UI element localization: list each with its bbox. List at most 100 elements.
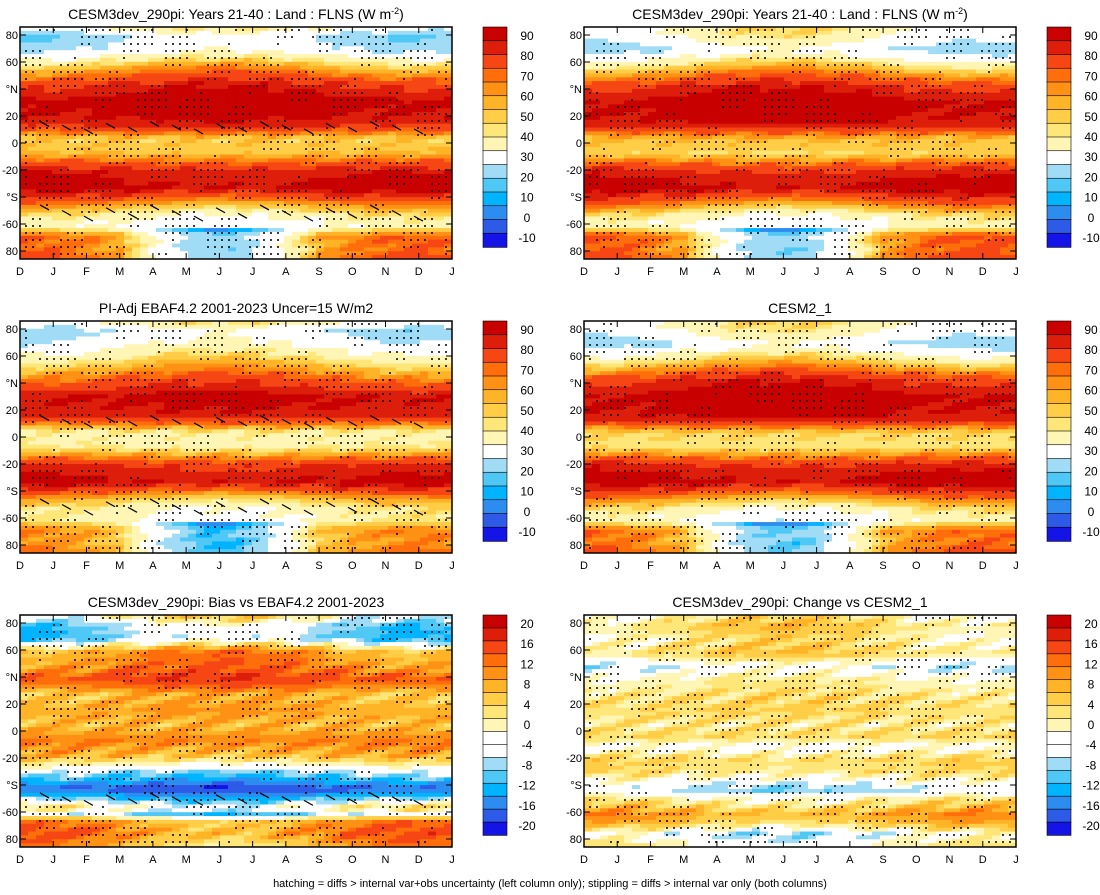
colorbar-label: -16 [518, 799, 536, 813]
x-tick-label: J [814, 560, 820, 572]
colorbar-swatch [1046, 416, 1072, 432]
colorbar-swatch [482, 666, 508, 681]
y-tick-label: 80 [6, 324, 18, 336]
chart-title: CESM3dev_290pi: Years 21-40 : Land : FLN… [68, 6, 404, 22]
x-tick-label: N [382, 854, 390, 866]
colorbar-swatch [1046, 232, 1072, 248]
colorbar-swatch [1046, 627, 1072, 642]
colorbar-label: 0 [524, 718, 531, 732]
colorbar-swatch [482, 136, 508, 152]
colorbar-swatch [482, 232, 508, 248]
colorbar-label: 20 [520, 617, 534, 631]
x-tick-label: N [946, 854, 954, 866]
y-tick-label: °N [6, 378, 18, 390]
colorbar-swatch [1046, 757, 1072, 771]
colorbar-swatch [1046, 808, 1072, 823]
colorbar-swatch [482, 416, 508, 432]
x-tick-label: A [846, 266, 854, 278]
colorbar-label: -4 [1086, 738, 1097, 752]
x-tick-label: D [415, 266, 423, 278]
y-tick-label: °S [570, 192, 582, 204]
colorbar-label: 60 [1084, 90, 1098, 104]
colorbar-label: 40 [1084, 130, 1098, 144]
colorbar-label: 60 [1084, 384, 1098, 398]
y-tick-label: -60 [2, 219, 18, 231]
x-tick-label: M [182, 854, 191, 866]
colorbar-label: 30 [1084, 444, 1098, 458]
colorbar-swatch [482, 513, 508, 528]
x-tick-label: S [879, 854, 886, 866]
chart-title: CESM2_1 [768, 300, 832, 316]
colorbar-swatch [1046, 679, 1072, 694]
y-tick-label: 60 [570, 351, 582, 363]
colorbar-swatch [482, 526, 508, 542]
y-tick-label: 80 [570, 540, 582, 552]
y-tick-label: -20 [566, 165, 582, 177]
chart-title: CESM3dev_290pi: Bias vs EBAF4.2 2001-202… [88, 594, 385, 610]
x-tick-label: A [149, 854, 157, 866]
colorbar-swatch [482, 109, 508, 124]
colorbar-label: 60 [520, 90, 534, 104]
colorbar-label: -8 [1086, 758, 1097, 772]
y-tick-label: -20 [566, 459, 582, 471]
colorbar: 90 80 70 60 50 40 30 20 10 0 -10 [1046, 320, 1100, 542]
colorbar-label: -20 [518, 819, 536, 833]
colorbar-swatch [482, 430, 508, 446]
colorbar: 20 16 12 8 4 0 -4 -8 -12 -16 -20 [1046, 614, 1100, 836]
y-tick-label: -20 [566, 753, 582, 765]
y-tick-label: °N [570, 84, 582, 96]
colorbar-swatch [1046, 526, 1072, 542]
colorbar-swatch [482, 361, 508, 377]
y-tick-label: 60 [6, 351, 18, 363]
colorbar-label: 90 [520, 323, 534, 337]
x-tick-label: S [879, 560, 886, 572]
x-tick-label: D [16, 266, 24, 278]
x-tick-label: J [449, 266, 455, 278]
colorbar-swatch [482, 177, 508, 193]
colorbar-swatch [1046, 95, 1072, 111]
colorbar-swatch [1046, 348, 1072, 363]
y-tick-label: 20 [570, 405, 582, 417]
chart-panel-1: CESM3dev_290pi: Years 21-40 : Land : FLN… [2, 6, 536, 278]
colorbar: 20 16 12 8 4 0 -4 -8 -12 -16 -20 [482, 614, 536, 836]
chart-panel-2: CESM3dev_290pi: Years 21-40 : Land : FLN… [566, 6, 1100, 278]
chart-title: CESM3dev_290pi: Years 21-40 : Land : FLN… [632, 6, 968, 22]
colorbar-swatch [1046, 219, 1072, 234]
x-tick-label: S [315, 560, 322, 572]
colorbar-swatch [1046, 375, 1072, 391]
colorbar-swatch [482, 718, 508, 733]
colorbar-swatch [482, 219, 508, 234]
x-tick-label: D [415, 854, 423, 866]
colorbar-label: 70 [1084, 363, 1098, 377]
x-tick-label: M [746, 266, 755, 278]
colorbar-swatch [482, 499, 508, 515]
colorbar-swatch [1046, 403, 1072, 418]
colorbar-label: 70 [1084, 69, 1098, 83]
colorbar-label: 10 [1084, 191, 1098, 205]
x-tick-label: F [83, 560, 90, 572]
stipple-dots [589, 29, 1011, 255]
colorbar-swatch [1046, 191, 1072, 207]
y-tick-label: -60 [566, 219, 582, 231]
y-tick-label: -60 [566, 807, 582, 819]
colorbar-label: -10 [1082, 525, 1100, 539]
x-tick-label: F [647, 854, 654, 866]
colorbar-swatch [1046, 485, 1072, 501]
colorbar-swatch [1046, 164, 1072, 179]
y-tick-label: °S [6, 192, 18, 204]
colorbar-swatch [482, 26, 508, 42]
y-tick-label: 80 [6, 618, 18, 630]
colorbar-label: 80 [1084, 49, 1098, 63]
colorbar-swatch [482, 458, 508, 473]
x-tick-label: M [115, 560, 124, 572]
colorbar-label: 8 [524, 678, 531, 692]
colorbar-label: -16 [1082, 799, 1100, 813]
colorbar-swatch [1046, 150, 1072, 166]
x-tick-label: S [879, 266, 886, 278]
x-tick-label: J [217, 854, 223, 866]
x-tick-label: D [16, 560, 24, 572]
colorbar-swatch [1046, 513, 1072, 528]
colorbar-swatch [482, 795, 508, 810]
colorbar-label: 80 [520, 49, 534, 63]
colorbar: 90 80 70 60 50 40 30 20 10 0 -10 [1046, 26, 1100, 248]
